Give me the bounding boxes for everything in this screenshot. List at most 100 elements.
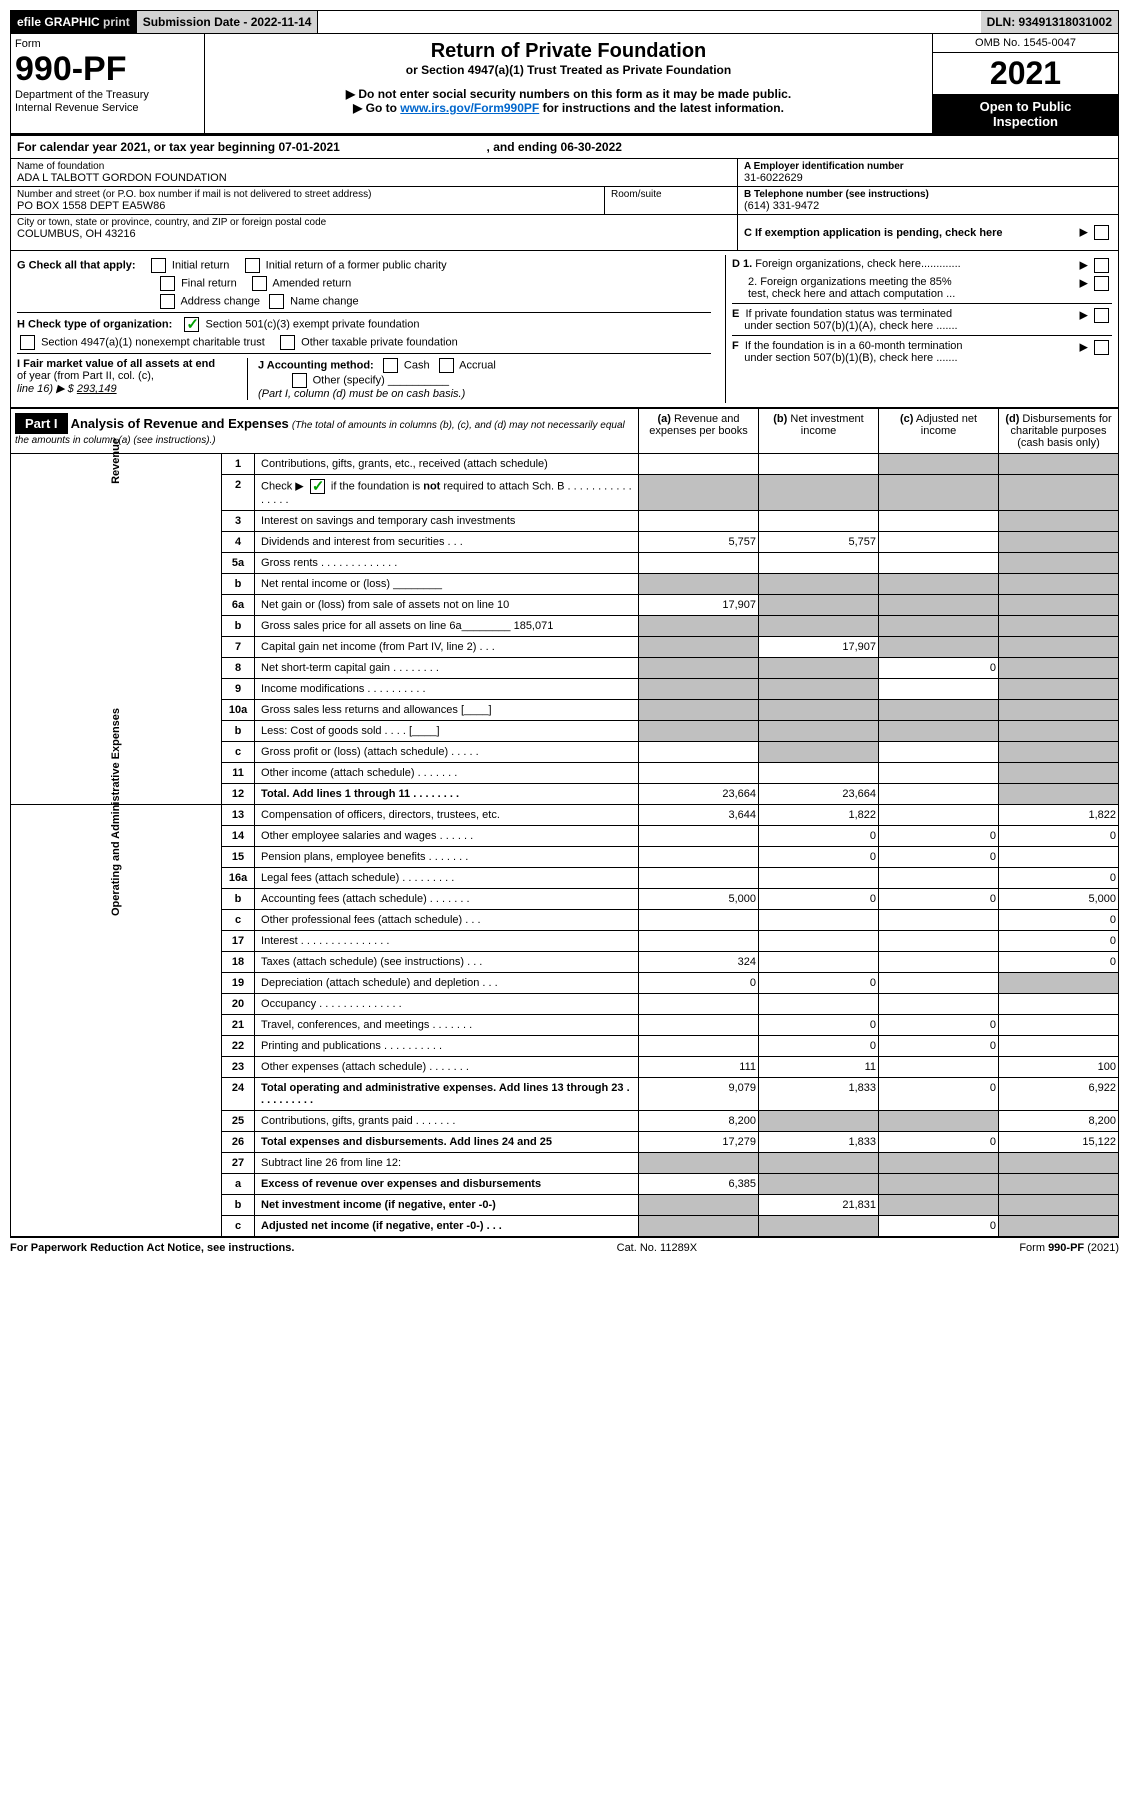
row-label: Income modifications . . . . . . . . . . <box>255 679 639 700</box>
info-grid: Name of foundation ADA L TALBOTT GORDON … <box>10 159 1119 251</box>
value-cell: 0 <box>999 868 1119 889</box>
row-label: Printing and publications . . . . . . . … <box>255 1036 639 1057</box>
j-cash-checkbox[interactable] <box>383 358 398 373</box>
value-cell <box>759 700 879 721</box>
row-label: Total expenses and disbursements. Add li… <box>255 1132 639 1153</box>
row-number: 3 <box>222 511 255 532</box>
open-public: Open to Public Inspection <box>933 95 1118 133</box>
exemption-checkbox[interactable] <box>1094 225 1109 240</box>
g-name-change-checkbox[interactable] <box>269 294 284 309</box>
d1-checkbox[interactable] <box>1094 258 1109 273</box>
value-cell <box>879 553 999 574</box>
value-cell: 0 <box>999 952 1119 973</box>
irs-link[interactable]: www.irs.gov/Form990PF <box>400 101 539 115</box>
d2-checkbox[interactable] <box>1094 276 1109 291</box>
value-cell <box>639 931 759 952</box>
row-number: 11 <box>222 763 255 784</box>
form-word: Form <box>15 38 200 50</box>
row-number: b <box>222 574 255 595</box>
part1-table: Part I Analysis of Revenue and Expenses … <box>10 408 1119 1237</box>
value-cell <box>759 1174 879 1195</box>
info-right: A Employer identification number 31-6022… <box>737 159 1118 250</box>
g-former-charity-checkbox[interactable] <box>245 258 260 273</box>
value-cell <box>999 475 1119 511</box>
value-cell <box>639 700 759 721</box>
value-cell: 0 <box>879 1015 999 1036</box>
value-cell <box>639 994 759 1015</box>
value-cell <box>639 910 759 931</box>
row-number: 10a <box>222 700 255 721</box>
row-number: 18 <box>222 952 255 973</box>
h-501c3-checkbox[interactable] <box>184 317 199 332</box>
expenses-side-label: Operating and Administrative Expenses <box>11 805 222 1237</box>
col-a-header: (a) Revenue and expenses per books <box>639 409 759 454</box>
value-cell <box>879 910 999 931</box>
col-c-header: (c) Adjusted net income <box>879 409 999 454</box>
value-cell: 6,922 <box>999 1078 1119 1111</box>
value-cell: 23,664 <box>639 784 759 805</box>
value-cell <box>759 868 879 889</box>
value-cell <box>999 679 1119 700</box>
value-cell <box>999 595 1119 616</box>
g-final-return-checkbox[interactable] <box>160 276 175 291</box>
row-label: Taxes (attach schedule) (see instruction… <box>255 952 639 973</box>
value-cell: 324 <box>639 952 759 973</box>
value-cell <box>759 931 879 952</box>
value-cell <box>879 574 999 595</box>
h-4947-checkbox[interactable] <box>20 335 35 350</box>
value-cell <box>999 637 1119 658</box>
value-cell <box>999 1153 1119 1174</box>
g-initial-return-checkbox[interactable] <box>151 258 166 273</box>
value-cell <box>879 1153 999 1174</box>
value-cell: 111 <box>639 1057 759 1078</box>
value-cell <box>639 742 759 763</box>
value-cell: 0 <box>879 847 999 868</box>
value-cell <box>639 616 759 637</box>
row-number: 15 <box>222 847 255 868</box>
col-b-header: (b) Net investment income <box>759 409 879 454</box>
value-cell <box>879 700 999 721</box>
value-cell <box>639 721 759 742</box>
value-cell <box>639 1216 759 1237</box>
value-cell <box>999 511 1119 532</box>
value-cell <box>759 721 879 742</box>
row-number: b <box>222 616 255 637</box>
g-amended-checkbox[interactable] <box>252 276 267 291</box>
row-number: 9 <box>222 679 255 700</box>
value-cell: 0 <box>759 847 879 868</box>
value-cell <box>879 994 999 1015</box>
row-label: Capital gain net income (from Part IV, l… <box>255 637 639 658</box>
value-cell: 1,822 <box>759 805 879 826</box>
e-checkbox[interactable] <box>1094 308 1109 323</box>
value-cell <box>879 1174 999 1195</box>
row-number: 7 <box>222 637 255 658</box>
header-note2: ▶ Go to www.irs.gov/Form990PF for instru… <box>211 101 926 115</box>
value-cell <box>999 574 1119 595</box>
value-cell: 0 <box>879 1132 999 1153</box>
value-cell: 0 <box>879 826 999 847</box>
value-cell <box>639 868 759 889</box>
row-label: Interest . . . . . . . . . . . . . . . <box>255 931 639 952</box>
row-number: 1 <box>222 454 255 475</box>
g-address-change-checkbox[interactable] <box>160 294 175 309</box>
row-number: 2 <box>222 475 255 511</box>
h-other-taxable-checkbox[interactable] <box>280 335 295 350</box>
foundation-name-row: Name of foundation ADA L TALBOTT GORDON … <box>11 159 737 187</box>
value-cell <box>639 763 759 784</box>
efile-text: efile <box>17 15 41 29</box>
value-cell: 0 <box>879 1078 999 1111</box>
graphic-text: GRAPHIC <box>44 15 99 29</box>
value-cell <box>639 1015 759 1036</box>
value-cell <box>879 595 999 616</box>
j-other-checkbox[interactable] <box>292 373 307 388</box>
f-checkbox[interactable] <box>1094 340 1109 355</box>
row-number: 24 <box>222 1078 255 1111</box>
row-label: Gross sales less returns and allowances … <box>255 700 639 721</box>
value-cell: 21,831 <box>759 1195 879 1216</box>
value-cell: 17,907 <box>639 595 759 616</box>
row-number: 19 <box>222 973 255 994</box>
j-accrual-checkbox[interactable] <box>439 358 454 373</box>
value-cell <box>759 1111 879 1132</box>
page-footer: For Paperwork Reduction Act Notice, see … <box>10 1237 1119 1258</box>
value-cell <box>999 1036 1119 1057</box>
